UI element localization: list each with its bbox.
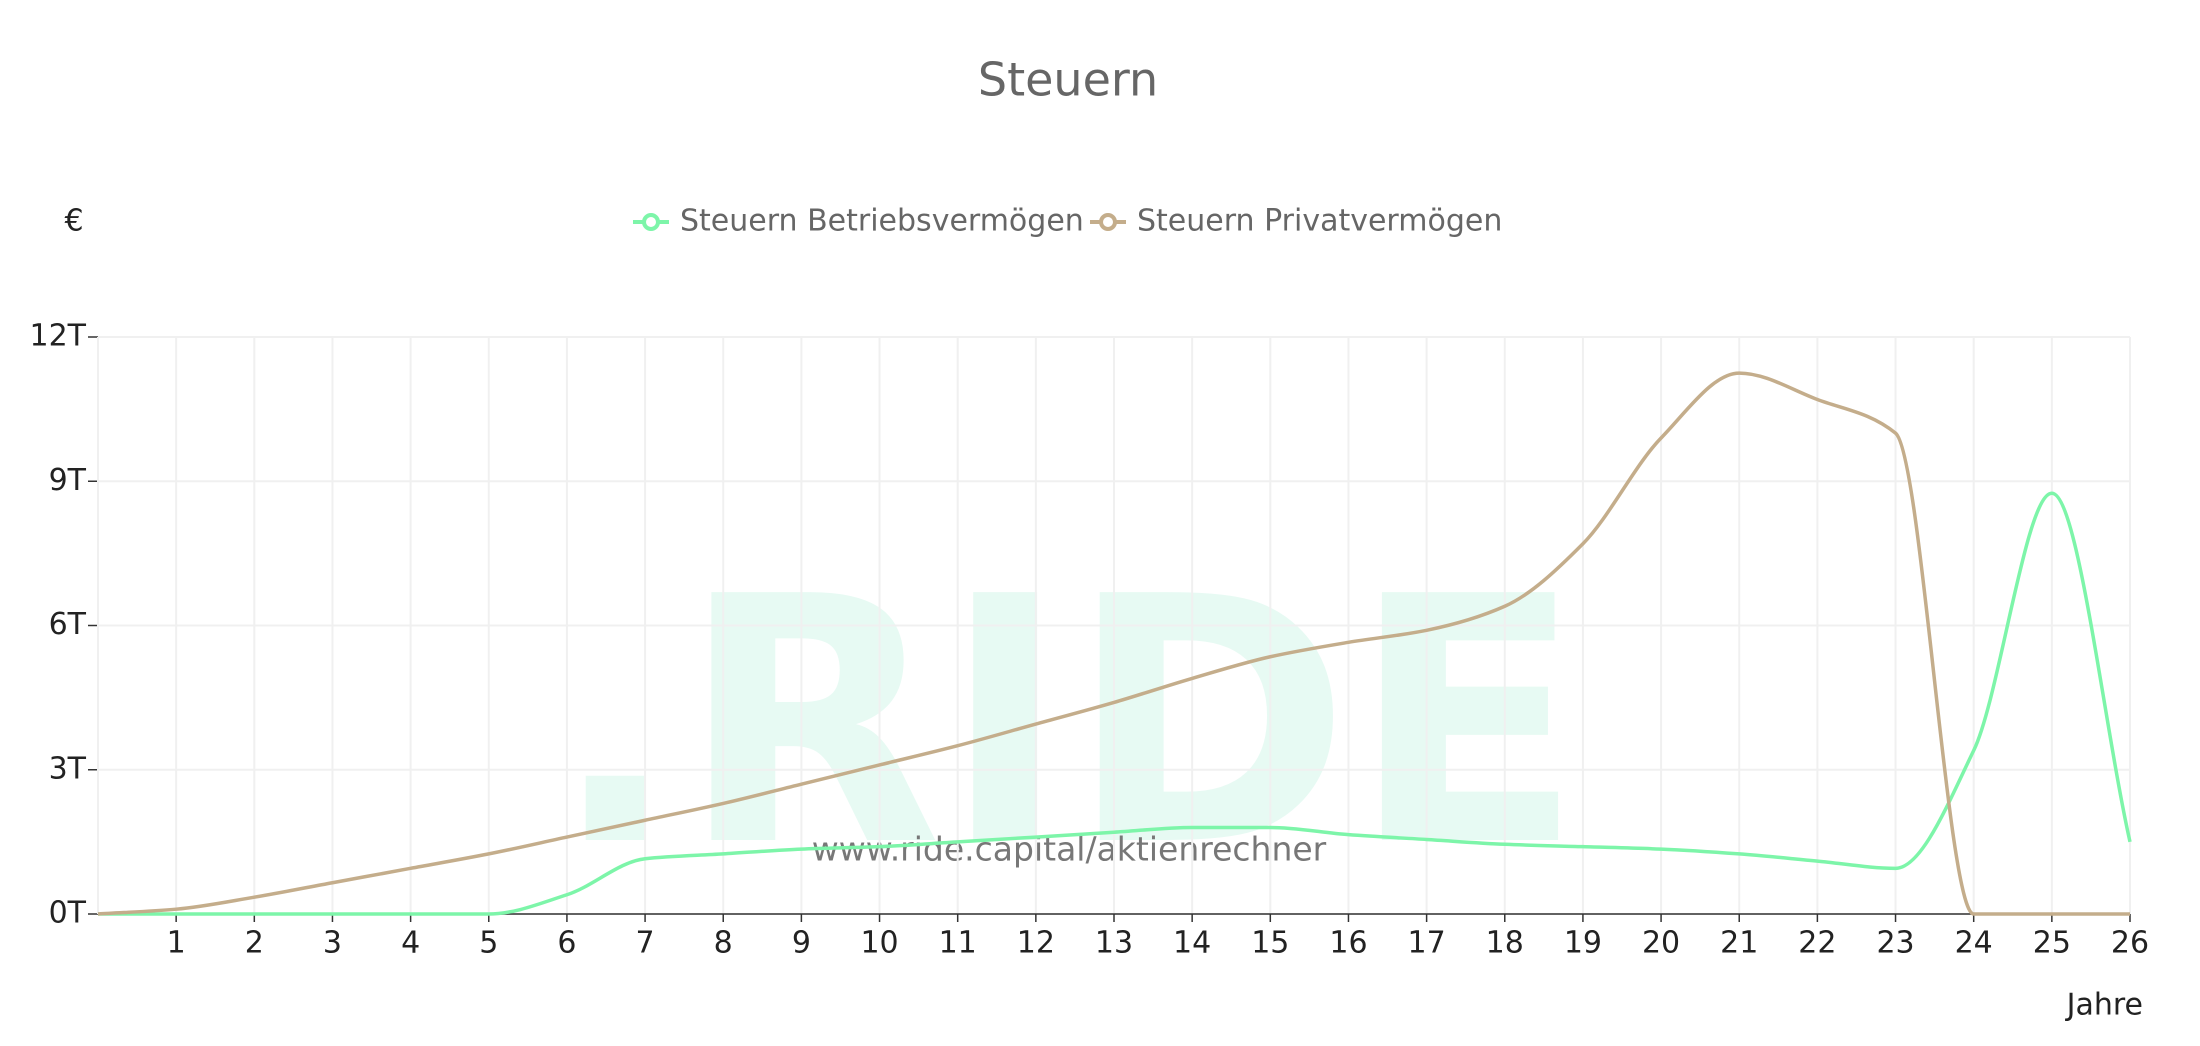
x-axis-label: Jahre: [2065, 988, 2143, 1023]
x-tick-label: 6: [557, 926, 576, 961]
x-tick-label: 18: [1486, 926, 1524, 961]
series-line: [97, 371, 2130, 916]
x-tick-label: 1: [167, 926, 186, 961]
x-tick-label: 12: [1017, 926, 1055, 961]
y-tick-label: 12T: [30, 319, 87, 354]
x-tick-label: 19: [1564, 926, 1602, 961]
x-tick-label: 14: [1173, 926, 1211, 961]
x-tick-label: 3: [323, 926, 342, 961]
x-tick-label: 2: [245, 926, 264, 961]
x-tick-label: 8: [714, 926, 733, 961]
legend-marker[interactable]: [1099, 213, 1117, 231]
y-tick-label: 0T: [49, 896, 87, 931]
x-tick-label: 16: [1329, 926, 1367, 961]
y-tick-label: 3T: [49, 751, 87, 786]
x-tick-label: 20: [1642, 926, 1680, 961]
x-tick-label: 23: [1876, 926, 1914, 961]
y-tick-label: 6T: [49, 607, 87, 642]
x-tick-label: 24: [1955, 926, 1993, 961]
x-tick-label: 5: [479, 926, 498, 961]
series-line: [97, 491, 2132, 916]
legend-label[interactable]: Steuern Privatvermögen: [1137, 204, 1502, 239]
x-tick-label: 22: [1798, 926, 1836, 961]
legend-label[interactable]: Steuern Betriebsvermögen: [680, 204, 1084, 239]
x-tick-label: 4: [401, 926, 420, 961]
x-tick-label: 9: [792, 926, 811, 961]
x-tick-label: 17: [1408, 926, 1446, 961]
y-axis-label: €: [64, 204, 83, 239]
x-tick-label: 26: [2111, 926, 2149, 961]
x-tick-label: 13: [1095, 926, 1133, 961]
x-tick-label: 15: [1251, 926, 1289, 961]
x-tick-label: 7: [636, 926, 655, 961]
x-tick-label: 25: [2033, 926, 2071, 961]
y-tick-label: 9T: [49, 463, 87, 498]
chart-title: Steuern: [978, 53, 1158, 107]
x-tick-label: 21: [1720, 926, 1758, 961]
legend-marker[interactable]: [642, 213, 660, 231]
x-tick-label: 10: [860, 926, 898, 961]
x-tick-label: 11: [939, 926, 977, 961]
